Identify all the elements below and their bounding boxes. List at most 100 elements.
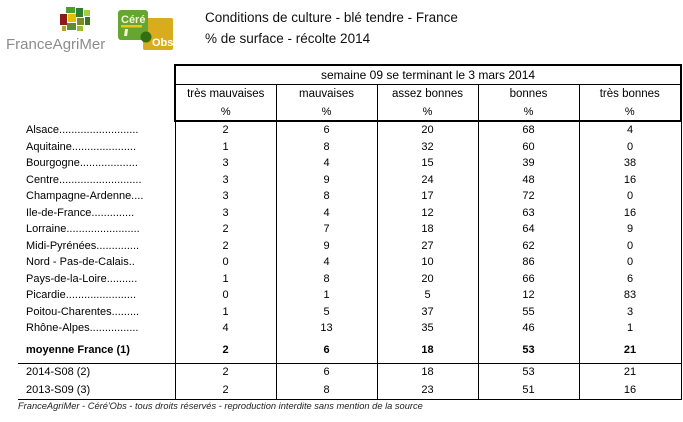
value-cell-tres-bonnes: 0 (578, 237, 682, 254)
value-cell-assez-bonnes: 12 (376, 204, 478, 221)
value-cell-assez-bonnes: 17 (376, 188, 478, 205)
percent-cell: % (477, 103, 579, 122)
value-cell-tres-bonnes: 9 (578, 221, 682, 238)
value-cell-tres-mauvaises: 3 (174, 155, 276, 172)
percent-cell: % (275, 103, 377, 122)
value-cell-assez-bonnes: 37 (376, 303, 478, 320)
regions-body: Alsace.......................... 2 6 20 … (18, 121, 682, 337)
cereobs-logo-icon: Céré Obs (118, 10, 173, 50)
history-value-cell: 21 (578, 363, 682, 381)
value-cell-bonnes: 48 (477, 171, 579, 188)
value-cell-assez-bonnes: 32 (376, 138, 478, 155)
region-row: Poitou-Charentes......... 1 5 37 55 3 (18, 303, 682, 320)
region-name-cell: Centre........................... (26, 173, 142, 186)
region-name-cell: Bourgogne................... (26, 157, 138, 170)
region-name-cell: Lorraine........................ (26, 223, 140, 236)
percent-cell: % (174, 103, 276, 122)
region-row: Rhône-Alpes................ 4 13 35 46 1 (18, 320, 682, 337)
region-name-cell: Picardie....................... (26, 289, 137, 302)
history-value-cell: 51 (477, 381, 579, 400)
value-cell-assez-bonnes: 15 (376, 155, 478, 172)
value-cell-bonnes: 63 (477, 204, 579, 221)
value-cell-tres-mauvaises: 1 (174, 138, 276, 155)
value-cell-bonnes: 68 (477, 121, 579, 139)
value-cell-assez-bonnes: 27 (376, 237, 478, 254)
conditions-table-wrap: semaine 09 se terminant le 3 mars 2014 t… (18, 64, 683, 400)
history-value-cell: 23 (376, 381, 478, 400)
summary-row: moyenne France (1) 2 6 18 53 21 (18, 336, 682, 364)
spacer-cell (18, 65, 175, 85)
value-cell-tres-mauvaises: 3 (174, 204, 276, 221)
region-row: Lorraine........................ 2 7 18 … (18, 221, 682, 238)
title-line2: % de surface - récolte 2014 (205, 31, 371, 46)
col-header-bonnes: bonnes (477, 84, 579, 103)
value-cell-bonnes: 39 (477, 155, 579, 172)
value-cell-assez-bonnes: 35 (376, 320, 478, 337)
value-cell-tres-mauvaises: 1 (174, 270, 276, 287)
summary-value-cell: 6 (275, 336, 377, 364)
summary-value-cell: 53 (477, 336, 579, 364)
value-cell-bonnes: 12 (477, 287, 579, 304)
region-name-cell: Ile-de-France.............. (26, 206, 135, 219)
column-header-row: très mauvaises mauvaises assez bonnes bo… (18, 84, 683, 103)
value-cell-tres-bonnes: 0 (578, 138, 682, 155)
cereobs-text-top: Céré (121, 14, 145, 26)
summary-value-cell: 21 (578, 336, 682, 364)
region-name-cell: Midi-Pyrénées.............. (26, 239, 140, 252)
value-cell-mauvaises: 5 (275, 303, 377, 320)
value-cell-tres-mauvaises: 3 (174, 188, 276, 205)
value-cell-assez-bonnes: 5 (376, 287, 478, 304)
region-name-cell: Alsace.......................... (26, 123, 139, 136)
value-cell-mauvaises: 4 (275, 254, 377, 271)
region-row: Alsace.......................... 2 6 20 … (18, 121, 682, 139)
value-cell-mauvaises: 13 (275, 320, 377, 337)
franceagrimer-wordmark: FranceAgriMer (6, 36, 106, 53)
region-row: Aquitaine..................... 1 8 32 60… (18, 138, 682, 155)
value-cell-tres-bonnes: 38 (578, 155, 682, 172)
value-cell-tres-mauvaises: 2 (174, 221, 276, 238)
history-row-2014: 2014-S08 (2) 2 6 18 53 21 (18, 363, 682, 381)
value-cell-tres-bonnes: 83 (578, 287, 682, 304)
value-cell-mauvaises: 8 (275, 270, 377, 287)
value-cell-mauvaises: 1 (275, 287, 377, 304)
col-header-tres-mauvaises: très mauvaises (174, 84, 276, 103)
value-cell-bonnes: 72 (477, 188, 579, 205)
franceagrimer-mosaic-icon (60, 7, 90, 31)
value-cell-tres-mauvaises: 2 (174, 237, 276, 254)
history-value-cell: 53 (477, 363, 579, 381)
history-value-cell: 18 (376, 363, 478, 381)
region-name-cell: Aquitaine..................... (26, 140, 137, 153)
region-row: Champagne-Ardenne.... 3 8 17 72 0 (18, 188, 682, 205)
region-row: Nord - Pas-de-Calais.. 0 4 10 86 0 (18, 254, 682, 271)
value-cell-mauvaises: 8 (275, 138, 377, 155)
percent-cell: % (376, 103, 478, 122)
title-line1: Conditions de culture - blé tendre - Fra… (205, 10, 458, 25)
summary-value-cell: 18 (376, 336, 478, 364)
history-name-cell: 2014-S08 (2) (26, 366, 91, 379)
region-row: Picardie....................... 0 1 5 12… (18, 287, 682, 304)
cereobs-text-bottom: Obs (152, 37, 173, 49)
value-cell-assez-bonnes: 10 (376, 254, 478, 271)
value-cell-bonnes: 66 (477, 270, 579, 287)
history-value-cell: 2 (174, 381, 276, 400)
history-value-cell: 16 (578, 381, 682, 400)
region-row: Pays-de-la-Loire.......... 1 8 20 66 6 (18, 270, 682, 287)
region-name-cell: Nord - Pas-de-Calais.. (26, 256, 135, 269)
percent-row: % % % % % (18, 103, 683, 122)
value-cell-tres-bonnes: 0 (578, 254, 682, 271)
col-header-tres-bonnes: très bonnes (578, 84, 683, 103)
col-header-mauvaises: mauvaises (275, 84, 377, 103)
value-cell-tres-mauvaises: 0 (174, 254, 276, 271)
value-cell-tres-bonnes: 16 (578, 204, 682, 221)
franceagrimer-logo: FranceAgriMer (6, 7, 114, 53)
value-cell-tres-bonnes: 16 (578, 171, 682, 188)
region-row: Bourgogne................... 3 4 15 39 3… (18, 155, 682, 172)
week-header-cell: semaine 09 se terminant le 3 mars 2014 (173, 64, 683, 85)
value-cell-mauvaises: 6 (275, 121, 377, 139)
value-cell-assez-bonnes: 24 (376, 171, 478, 188)
value-cell-tres-mauvaises: 1 (174, 303, 276, 320)
value-cell-tres-mauvaises: 3 (174, 171, 276, 188)
value-cell-tres-bonnes: 0 (578, 188, 682, 205)
region-name-cell: Champagne-Ardenne.... (26, 190, 144, 203)
